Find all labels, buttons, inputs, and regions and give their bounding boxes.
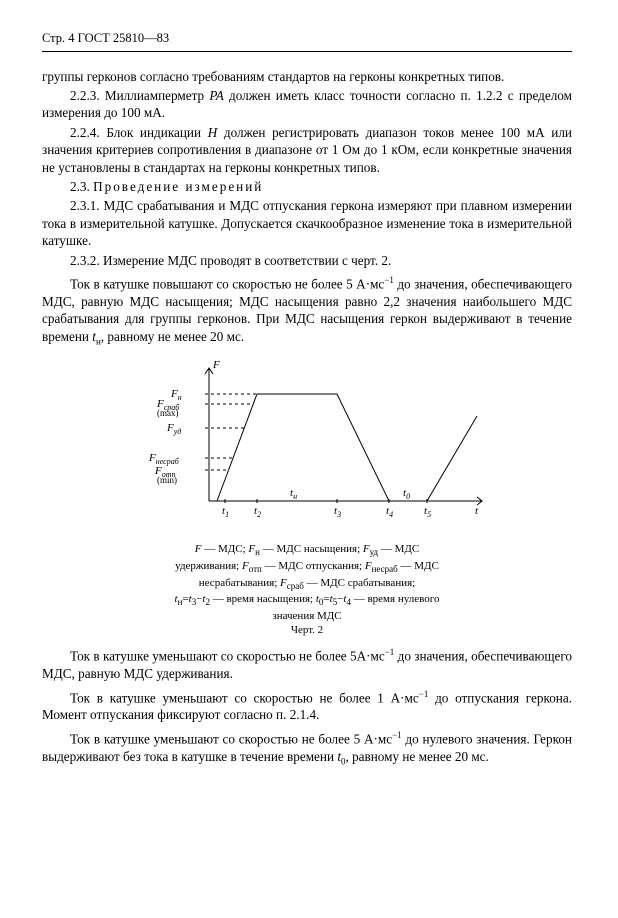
page-header: Стр. 4 ГОСТ 25810—83 — [42, 30, 572, 47]
svg-text:Fнесраб: Fнесраб — [148, 452, 180, 466]
chart-svg: F t Fн Fсраб (max) Fуд Fнесраб Fотп (min… — [127, 356, 487, 536]
x-axis-label: t — [475, 505, 479, 517]
paragraph-2-3-2: 2.3.2. Измерение МДС проводят в соответс… — [42, 252, 572, 269]
svg-text:Fн: Fн — [170, 388, 182, 402]
p8a: Ток в катушке уменьшают со скоростью не … — [70, 649, 385, 664]
paragraph-decrease-5a: Ток в катушке уменьшают со скоростью не … — [42, 647, 572, 682]
svg-text:t0: t0 — [403, 487, 410, 501]
svg-text:t5: t5 — [424, 505, 431, 519]
paragraph-cont: группы герконов согласно требованиям ста… — [42, 68, 572, 85]
figure-number: Черт. 2 — [291, 624, 323, 636]
y-axis-label: F — [212, 359, 220, 371]
figure-caption: F — МДС; Fн — МДС насыщения; Fуд — МДС у… — [82, 542, 532, 637]
paragraph-decrease-1a: Ток в катушке уменьшают со скоростью не … — [42, 689, 572, 724]
page: Стр. 4 ГОСТ 25810—83 группы герконов сог… — [0, 0, 618, 800]
svg-text:t3: t3 — [334, 505, 341, 519]
svg-text:t2: t2 — [254, 505, 261, 519]
paragraph-2-2-4: 2.2.4. Блок индикации H должен регистрир… — [42, 124, 572, 176]
svg-text:Fуд: Fуд — [166, 422, 181, 436]
paragraph-2-3-1: 2.3.1. МДС срабатывания и МДС отпускания… — [42, 197, 572, 249]
p7a: Ток в катушке повышают со скоростью не б… — [70, 277, 384, 292]
section-2-3-title: 2.3. Проведение измерений — [42, 178, 572, 195]
p9a: Ток в катушке уменьшают со скоростью не … — [70, 690, 419, 705]
svg-text:tн: tн — [290, 487, 297, 501]
p7c: , равному не менее 20 мс. — [101, 329, 244, 344]
paragraph-current-rise: Ток в катушке повышают со скоростью не б… — [42, 275, 572, 348]
p10c: , равному не менее 20 мс. — [345, 749, 488, 764]
paragraph-decrease-zero: Ток в катушке уменьшают со скоростью не … — [42, 730, 572, 768]
svg-text:(max): (max) — [157, 408, 179, 418]
svg-text:(min): (min) — [157, 475, 177, 485]
header-rule — [42, 51, 572, 52]
figure-2: F t Fн Fсраб (max) Fуд Fнесраб Fотп (min… — [42, 356, 572, 536]
paragraph-2-2-3: 2.2.3. Миллиамперметр PA должен иметь кл… — [42, 87, 572, 122]
svg-text:t1: t1 — [222, 505, 229, 519]
p10a: Ток в катушке уменьшают со скоростью не … — [70, 731, 392, 746]
svg-text:t4: t4 — [386, 505, 393, 519]
